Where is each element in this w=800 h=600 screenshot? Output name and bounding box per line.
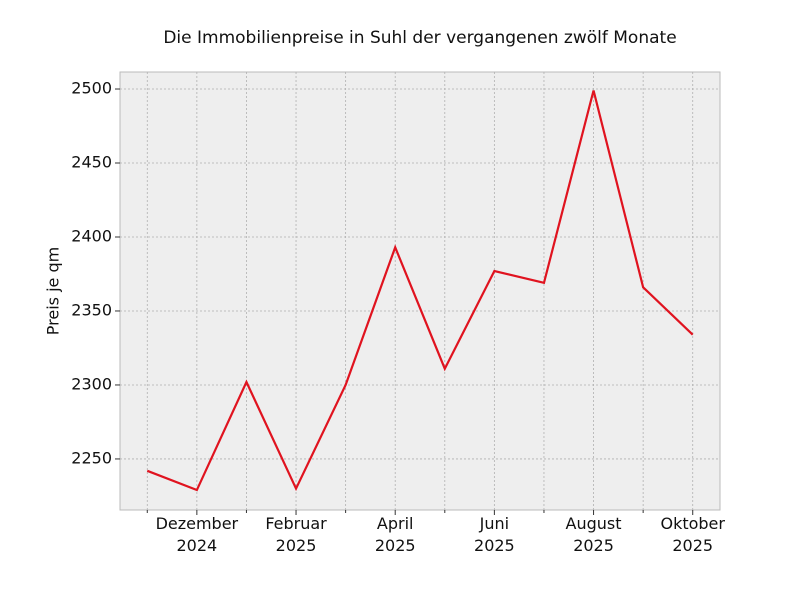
y-tick-label: 2400 [71, 226, 112, 245]
x-tick-label: August 2025 [565, 514, 622, 555]
chart-title: Die Immobilienpreise in Suhl der vergang… [163, 28, 676, 48]
y-tick-label: 2500 [71, 79, 112, 98]
y-tick-label: 2450 [71, 153, 112, 172]
line [146, 90, 694, 492]
y-tick-label: 2300 [71, 374, 112, 393]
y-tick-label: 2250 [71, 448, 112, 467]
x-tick-label: Oktober 2025 [660, 514, 725, 555]
x-tick-label: Februar 2025 [265, 514, 327, 555]
y-axis-label: Preis je qm [44, 247, 63, 335]
y-tick-label: 2350 [71, 300, 112, 319]
x-tick-label: Dezember 2024 [155, 514, 239, 555]
x-tick-label: April 2025 [374, 514, 416, 555]
x-tick-label: Juni 2025 [474, 514, 515, 555]
plot-area [119, 71, 721, 511]
